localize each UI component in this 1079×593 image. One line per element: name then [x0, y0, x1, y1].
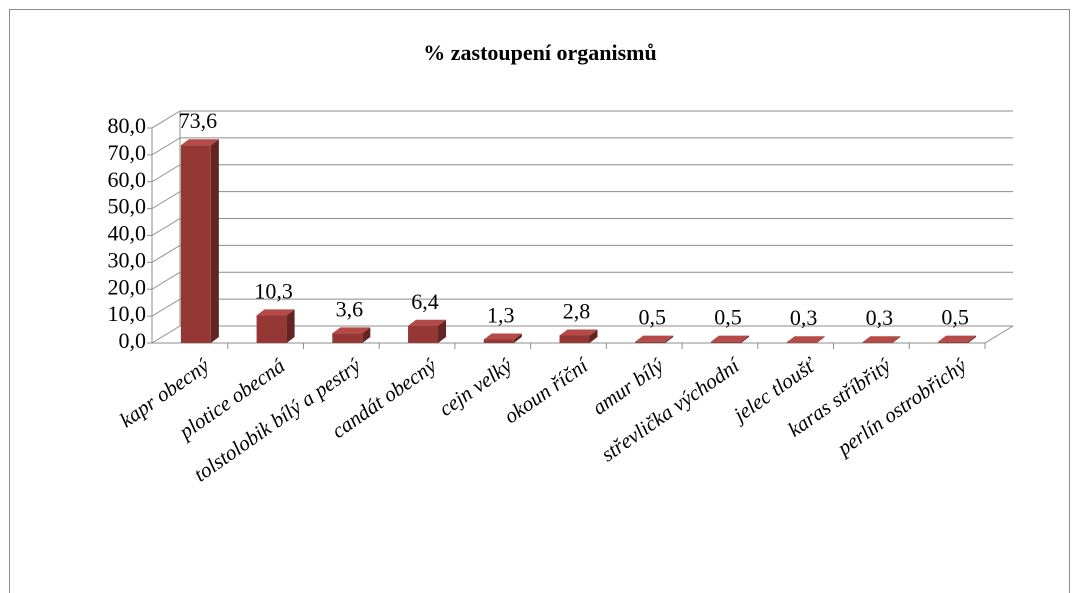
bar-side: [438, 319, 447, 343]
bar-side: [513, 333, 522, 343]
bar-side: [589, 329, 598, 343]
bar-top: [559, 329, 598, 336]
bar-side: [665, 335, 674, 343]
value-label: 73,6: [179, 108, 218, 133]
grid-line: [151, 191, 181, 210]
bar-top: [256, 309, 295, 316]
y-tick-label: 80,0: [108, 113, 147, 138]
bar: [938, 341, 969, 343]
y-tick-label: 10,0: [108, 301, 147, 326]
value-label: 10,3: [254, 278, 293, 303]
bar-side: [968, 335, 977, 343]
bar: [256, 315, 287, 343]
value-label: 0,5: [941, 305, 969, 330]
bar: [710, 341, 741, 343]
value-label: 2,8: [563, 299, 591, 324]
y-tick-label: 70,0: [108, 140, 147, 165]
y-tick-label: 20,0: [108, 274, 147, 299]
grid-line: [151, 218, 181, 236]
bar-top: [332, 327, 371, 334]
bar-top: [786, 336, 825, 343]
bar: [786, 342, 817, 343]
value-label: 0,3: [790, 305, 818, 330]
bar-top: [483, 333, 522, 340]
chart-frame: [9, 9, 1070, 593]
bar: [332, 333, 363, 343]
bar: [862, 342, 893, 343]
bar-top: [710, 335, 749, 342]
bar: [180, 145, 211, 343]
bar: [408, 325, 439, 343]
y-tick-label: 60,0: [108, 167, 147, 192]
bar: [635, 341, 666, 343]
grid-line: [151, 110, 181, 129]
bar-side: [816, 336, 825, 343]
grid-line: [151, 137, 181, 156]
bar-side: [740, 335, 749, 343]
bar-side: [210, 139, 219, 343]
value-label: 1,3: [487, 303, 515, 328]
chart-title: % zastoupení organismů: [423, 40, 656, 65]
grid-line: [151, 325, 181, 344]
y-tick-label: 0,0: [119, 328, 147, 353]
value-label: 6,4: [411, 289, 439, 314]
value-label: 0,5: [638, 305, 666, 330]
bar: [559, 335, 590, 343]
bar-side: [892, 336, 901, 343]
bar-top: [862, 336, 901, 343]
bar-top: [408, 319, 447, 326]
bar-top: [635, 335, 674, 342]
grid-line: [151, 298, 181, 317]
grid-line: [151, 244, 181, 263]
bar-side: [362, 327, 371, 343]
y-tick-label: 50,0: [108, 194, 147, 219]
bar-top: [180, 139, 219, 146]
bar-top: [938, 335, 977, 342]
bar: [483, 339, 514, 343]
value-label: 0,5: [714, 305, 742, 330]
grid-line: [151, 164, 181, 183]
y-tick-label: 40,0: [108, 221, 147, 246]
grid-line: [151, 271, 181, 290]
value-label: 0,3: [866, 305, 894, 330]
y-tick-label: 30,0: [108, 247, 147, 272]
value-label: 3,6: [336, 296, 364, 321]
bar-side: [286, 309, 295, 343]
